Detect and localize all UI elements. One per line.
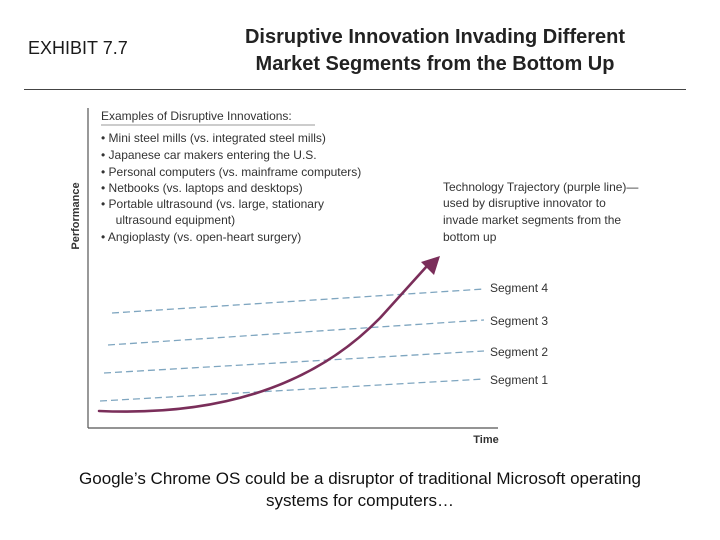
- segment-4-label: Segment 4: [490, 281, 548, 295]
- x-axis-label: Time: [473, 434, 498, 446]
- trajectory-note-line: used by disruptive innovator to: [443, 196, 606, 210]
- caption-line-1: Google’s Chrome OS could be a disruptor …: [79, 469, 641, 488]
- caption-line-2: systems for computers…: [266, 491, 454, 510]
- example-item: • Personal computers (vs. mainframe comp…: [101, 165, 361, 179]
- trajectory-note: Technology Trajectory (purple line)— use…: [443, 180, 638, 244]
- segment-lines: [99, 288, 485, 402]
- segment-2-label: Segment 2: [490, 345, 548, 359]
- title-line-1: Disruptive Innovation Invading Different: [244, 26, 626, 48]
- example-item: • Portable ultrasound (vs. large, statio…: [101, 197, 324, 211]
- segment-4-line: [111, 288, 485, 314]
- examples-list: • Mini steel mills (vs. integrated steel…: [101, 131, 361, 244]
- example-item: • Mini steel mills (vs. integrated steel…: [101, 131, 326, 145]
- page-title: Disruptive Innovation Invading Different…: [185, 24, 685, 78]
- segment-2-line: [103, 350, 485, 374]
- caption: Google’s Chrome OS could be a disruptor …: [20, 468, 700, 512]
- technology-trajectory-line: [97, 264, 429, 413]
- y-axis-label: Performance: [70, 182, 82, 249]
- segment-3-label: Segment 3: [490, 314, 548, 328]
- trajectory-note-line: bottom up: [443, 230, 497, 244]
- trajectory-arrowhead: [421, 256, 440, 275]
- segment-1-line: [99, 378, 485, 402]
- segment-3-line: [107, 319, 485, 346]
- title-line-2: Market Segments from the Bottom Up: [255, 53, 615, 75]
- title-divider: [24, 89, 686, 90]
- examples-heading: Examples of Disruptive Innovations:: [101, 109, 292, 123]
- example-item: ultrasound equipment): [109, 213, 235, 227]
- segment-1-label: Segment 1: [490, 373, 548, 387]
- trajectory-note-line: Technology Trajectory (purple line)—: [443, 180, 638, 194]
- example-item: • Netbooks (vs. laptops and desktops): [101, 181, 303, 195]
- trajectory-note-line: invade market segments from the: [443, 213, 621, 227]
- exhibit-label: EXHIBIT 7.7: [28, 38, 128, 58]
- example-item: • Angioplasty (vs. open-heart surgery): [101, 230, 301, 244]
- example-item: • Japanese car makers entering the U.S.: [101, 148, 317, 162]
- segment-labels: Segment 4 Segment 3 Segment 2 Segment 1: [490, 281, 548, 387]
